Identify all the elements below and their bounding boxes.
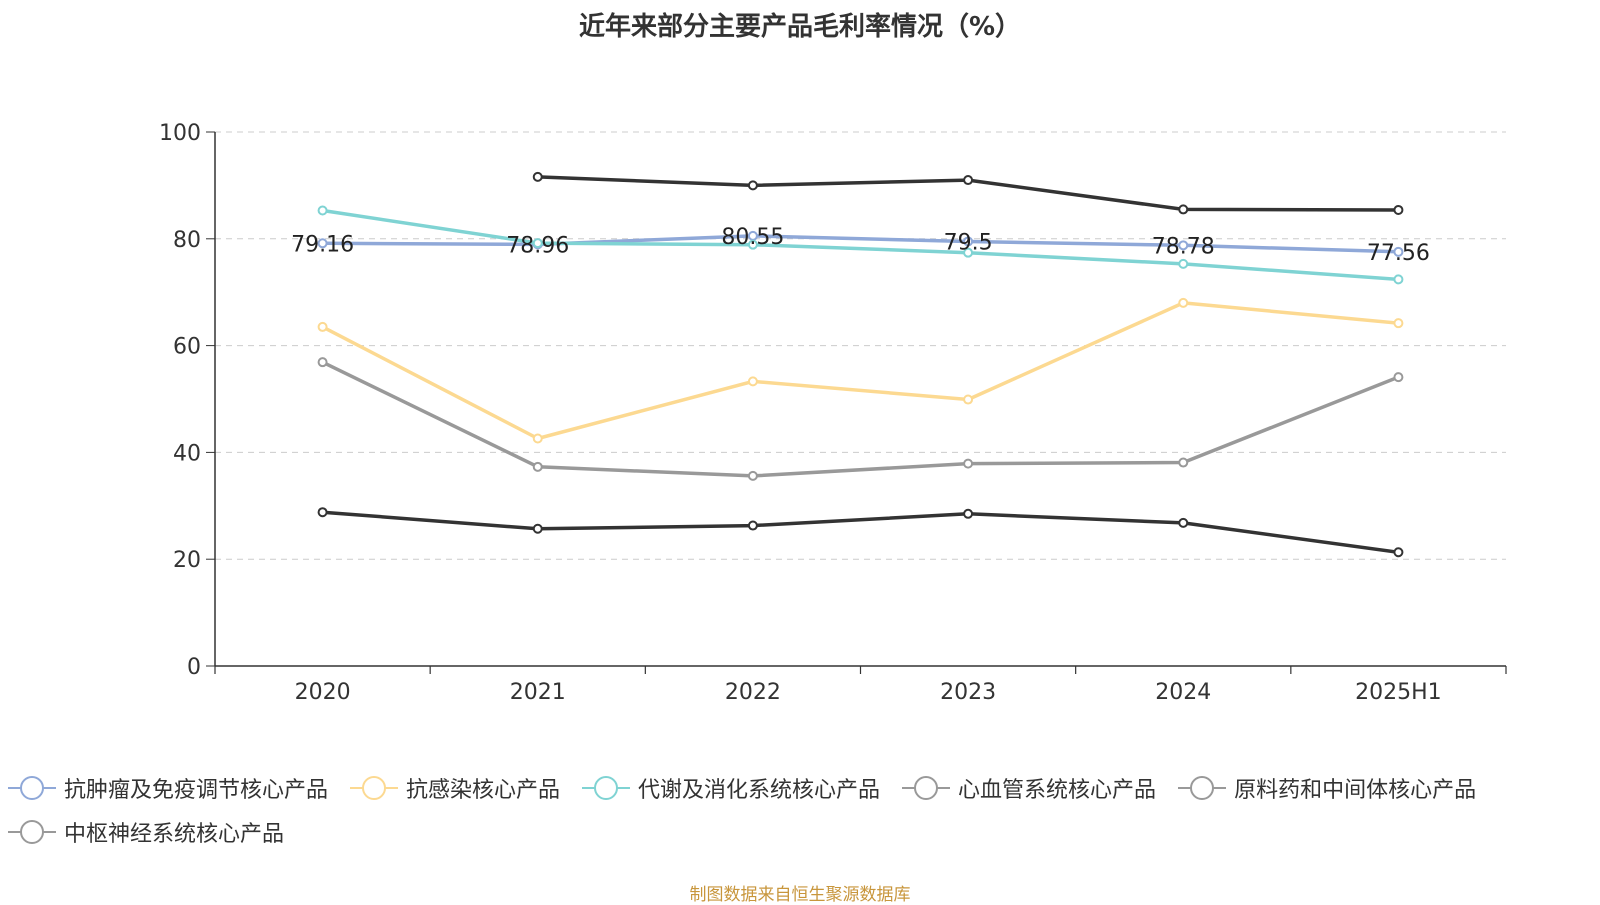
data-point [1178, 204, 1189, 215]
data-point [963, 247, 974, 258]
series-layer [317, 171, 1404, 558]
data-point [1393, 547, 1404, 558]
series-line [322, 208, 1399, 282]
legend-label: 代谢及消化系统核心产品 [638, 778, 881, 803]
legend-item[interactable]: 中枢神经系统核心产品 [8, 814, 284, 850]
data-point [963, 175, 974, 186]
data-label-layer: 79.16 78.96 80.55 79.5 78.78 77.56 [291, 225, 1430, 266]
legend-label: 抗感染核心产品 [406, 778, 561, 803]
legend-label: 中枢神经系统核心产品 [64, 822, 285, 847]
chart-title: 近年来部分主要产品毛利率情况（%） [578, 12, 1022, 42]
data-point [747, 376, 758, 387]
data-label: 79.5 [944, 230, 993, 255]
y-tick-label: 40 [173, 441, 201, 466]
data-point [317, 205, 328, 216]
legend-marker-icon [582, 776, 631, 800]
source-note: 制图数据来自恒生聚源数据库 [689, 885, 911, 905]
data-point [317, 238, 328, 249]
x-tick-label: 2024 [1155, 680, 1211, 705]
y-tick-label: 100 [159, 121, 201, 146]
data-point [963, 236, 974, 247]
data-point [532, 171, 543, 182]
legend-item[interactable]: 代谢及消化系统核心产品 [582, 770, 880, 806]
data-point [532, 523, 543, 534]
legend-marker-icon [1178, 776, 1227, 800]
data-point [1393, 318, 1404, 329]
series-line [321, 301, 1399, 441]
series-1 [317, 230, 1404, 257]
data-point [747, 239, 758, 250]
legend-item[interactable]: 抗感染核心产品 [350, 770, 560, 806]
data-point [532, 433, 543, 444]
x-tick-label: 2023 [940, 680, 996, 705]
x-tick-label: 2020 [295, 680, 351, 705]
axis-layer: 0 20 40 60 80 100 2020 2021 2022 2023 2024 2025H1 [159, 121, 1507, 705]
y-tick-label: 80 [173, 228, 201, 253]
x-tick-label: 2022 [725, 680, 781, 705]
data-point [963, 458, 974, 469]
data-label: 78.96 [506, 233, 569, 258]
data-point [317, 507, 328, 518]
data-label: 77.56 [1367, 241, 1430, 266]
data-point [1393, 204, 1404, 215]
series-line [322, 234, 1399, 254]
data-point [1178, 517, 1189, 528]
data-point [1178, 258, 1189, 269]
x-tick-label: 2025H1 [1355, 680, 1442, 705]
legend-marker-icon [350, 776, 399, 800]
data-point [532, 238, 543, 249]
grid-layer [215, 131, 1506, 560]
legend-label: 原料药和中间体核心产品 [1234, 778, 1477, 803]
data-point [963, 508, 974, 519]
data-label: 80.55 [721, 225, 784, 250]
data-point [317, 321, 328, 332]
data-point [747, 470, 758, 481]
y-tick-label: 60 [173, 335, 201, 360]
legend: 抗肿瘤及免疫调节核心产品 抗感染核心产品 代谢及消化系统核心产品 心血管系统核心产品 原… [8, 770, 1598, 850]
data-label: 79.16 [291, 232, 354, 257]
data-label: 78.78 [1152, 234, 1215, 259]
data-point [1178, 240, 1189, 251]
data-point [1393, 372, 1404, 383]
series-2 [317, 297, 1404, 444]
series-5 [317, 507, 1404, 558]
x-tick-label: 2021 [510, 680, 566, 705]
data-point [963, 394, 974, 405]
series-4 [532, 171, 1404, 215]
data-point [532, 461, 543, 472]
y-tick-label: 0 [187, 655, 201, 680]
series-line [322, 510, 1399, 555]
legend-item[interactable]: 心血管系统核心产品 [902, 770, 1156, 806]
legend-label: 抗肿瘤及免疫调节核心产品 [64, 778, 329, 803]
legend-item[interactable]: 原料药和中间体核心产品 [1178, 770, 1476, 806]
legend-marker-icon [902, 776, 951, 800]
data-point [747, 180, 758, 191]
data-point [1393, 274, 1404, 285]
series-6 [317, 357, 1404, 481]
data-point [317, 357, 328, 368]
line-chart: 0 20 40 60 80 100 2020 2021 2022 2023 2024 2025H1 7… [159, 121, 1507, 705]
data-point [747, 520, 758, 531]
data-point [1393, 246, 1404, 257]
series-3 [317, 205, 1404, 285]
series-line [321, 360, 1400, 478]
data-point [1178, 457, 1189, 468]
legend-item[interactable]: 抗肿瘤及免疫调节核心产品 [8, 770, 328, 806]
legend-marker-icon [8, 776, 56, 800]
y-tick-label: 20 [173, 548, 201, 573]
legend-marker-icon [8, 820, 56, 844]
data-point [1178, 297, 1189, 308]
legend-label: 心血管系统核心产品 [958, 778, 1157, 803]
